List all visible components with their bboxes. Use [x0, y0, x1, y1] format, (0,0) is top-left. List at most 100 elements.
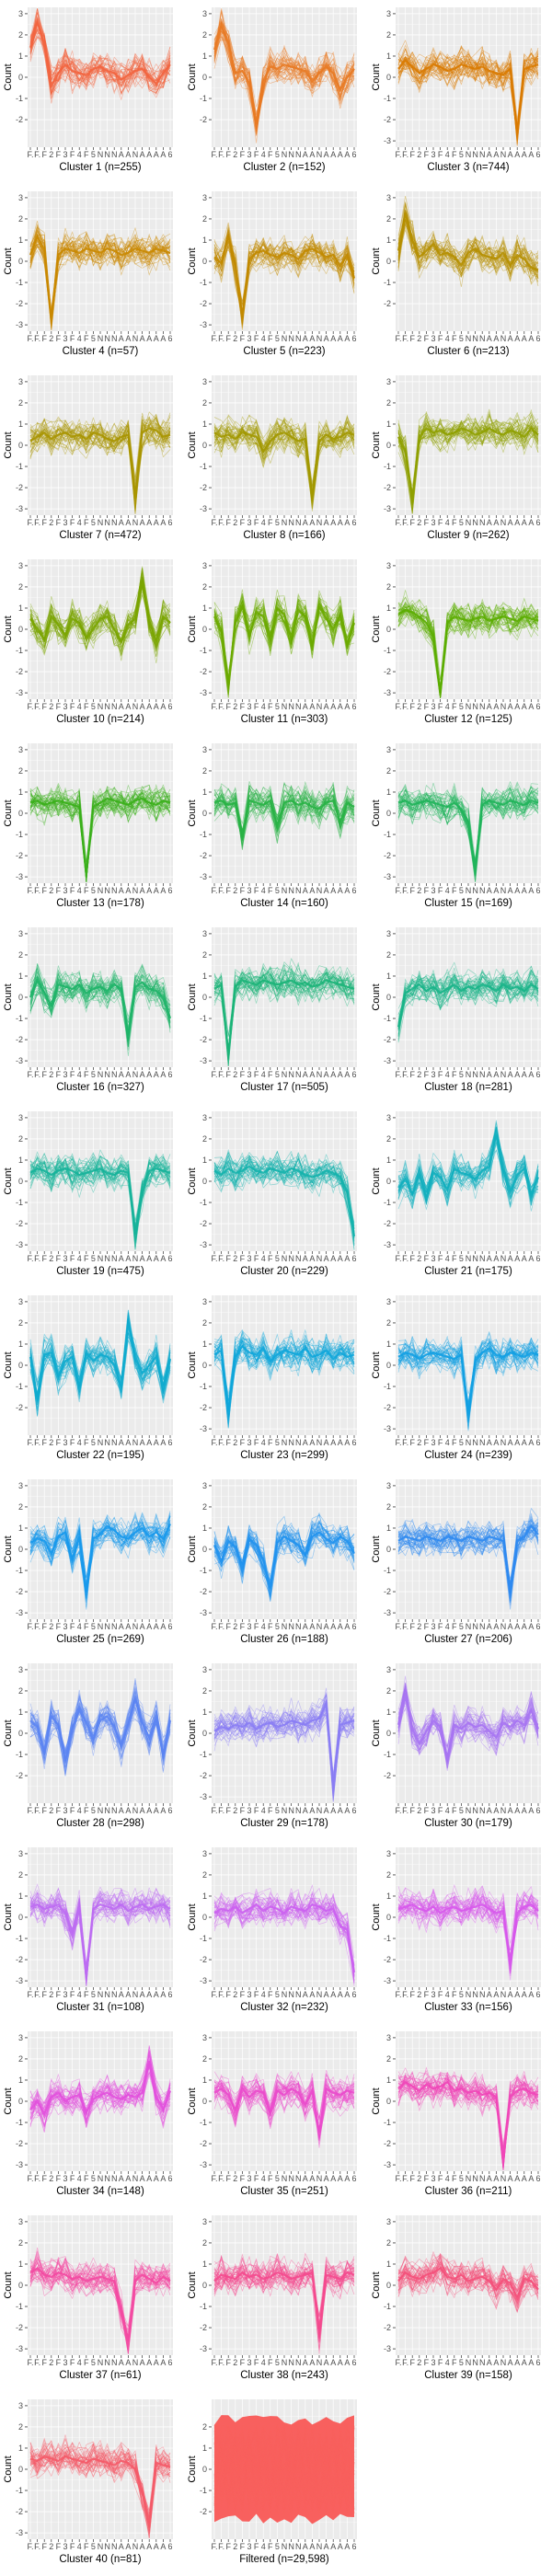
series-mean-line	[29, 2267, 171, 2341]
series-line	[397, 970, 539, 1040]
series-line	[29, 416, 171, 492]
x-tick-label: F	[41, 334, 47, 343]
x-tick-label: A	[140, 1990, 145, 1999]
x-tick-label: A	[154, 150, 159, 159]
series-line	[29, 1156, 171, 1248]
cluster-panel: -3 -2 -1 0 1 2 3 F. F. F 2 F 3 F 4 F 5 N N N A A N A A A A 6 Count Cl…	[368, 1288, 552, 1472]
series-line	[213, 33, 355, 125]
y-tick-label: -1	[16, 462, 23, 471]
series-line	[29, 19, 171, 98]
x-tick-label: F	[70, 1254, 75, 1263]
series-line	[29, 1895, 171, 1986]
series-line	[397, 602, 539, 685]
series-line	[213, 1897, 355, 1975]
x-tick-label: 2	[233, 150, 237, 159]
y-axis-label: Count	[371, 1351, 382, 1378]
series-line	[397, 1708, 539, 1763]
x-tick-label: A	[154, 518, 159, 527]
series-line	[29, 963, 171, 1037]
series-line	[397, 969, 539, 1041]
x-tick-label: A	[160, 1438, 166, 1447]
x-tick-label: A	[154, 886, 159, 895]
x-tick-label: F	[409, 1254, 415, 1263]
x-tick-label: 6	[167, 150, 172, 159]
y-tick-label: -1	[200, 646, 207, 655]
series-line	[29, 1156, 171, 1245]
series-line	[29, 417, 171, 501]
series-line	[397, 599, 539, 698]
series-line	[397, 602, 539, 694]
x-tick-label: 4	[77, 2174, 82, 2183]
series-line	[29, 1896, 171, 1984]
x-tick-label: F.	[395, 2174, 401, 2183]
series-line	[397, 215, 539, 280]
x-tick-label: F.	[395, 1622, 401, 1631]
series-mean-line	[213, 20, 355, 124]
series-group	[29, 1883, 171, 1986]
y-tick-label: 3	[18, 9, 23, 18]
x-tick-label: F	[452, 1438, 457, 1447]
series-line	[29, 1707, 171, 1772]
series-line	[213, 418, 355, 495]
x-tick-label: A	[508, 1990, 513, 1999]
x-tick-label: A	[522, 1622, 527, 1631]
series-line	[29, 1697, 171, 1761]
x-tick-label: F	[452, 518, 457, 527]
series-line	[397, 1885, 539, 1944]
y-tick-label: 2	[18, 1870, 23, 1880]
x-tick-label: A	[119, 518, 124, 527]
series-line	[397, 1330, 539, 1427]
series-line	[397, 1136, 539, 1210]
series-line	[213, 1340, 355, 1416]
x-tick-label: 6	[167, 1622, 172, 1631]
y-tick-label: 1	[18, 604, 23, 613]
series-line	[397, 787, 539, 868]
series-line	[29, 981, 171, 1033]
x-tick-label: A	[324, 334, 329, 343]
y-tick-label: -3	[16, 688, 23, 697]
y-tick-label: 2	[386, 1502, 391, 1512]
series-line	[213, 1523, 355, 1591]
x-tick-label: F	[240, 702, 246, 711]
series-line	[213, 967, 355, 1052]
series-mean-line	[213, 1903, 356, 1973]
y-tick-label: 3	[202, 1113, 207, 1122]
series-line	[213, 971, 355, 1049]
series-line	[213, 29, 355, 127]
series-line	[397, 411, 539, 512]
y-tick-label: 3	[18, 1297, 23, 1306]
series-line	[397, 1340, 539, 1432]
series-line	[213, 2074, 355, 2126]
cluster-panel: -2 -1 0 1 2 3 F. F. F 2 F 3 F 4 F 5 N N N A A N A A A A 6 Count Clus…	[0, 1656, 184, 1840]
series-line	[213, 1157, 355, 1235]
series-line	[29, 1890, 171, 1984]
series-line	[29, 418, 171, 482]
x-tick-label: N	[472, 886, 478, 895]
x-tick-label: 4	[261, 1622, 266, 1631]
series-line	[29, 1149, 171, 1232]
y-tick-label: 2	[202, 214, 207, 224]
x-tick-label: A	[125, 1806, 131, 1815]
series-line	[213, 605, 355, 678]
series-line	[213, 961, 355, 1047]
x-tick-label: F	[268, 1438, 273, 1447]
series-line	[397, 965, 539, 1025]
series-line	[213, 965, 355, 1066]
x-tick-label: F.	[34, 2174, 40, 2183]
series-line	[397, 1126, 539, 1205]
x-tick-label: 3	[247, 1990, 251, 1999]
x-tick-label: 3	[247, 334, 251, 343]
series-line	[397, 972, 539, 1031]
x-tick-label: F	[268, 702, 273, 711]
x-tick-label: N	[288, 2174, 294, 2183]
series-line	[213, 1523, 355, 1602]
series-line	[29, 1152, 171, 1235]
series-line	[397, 1525, 539, 1592]
cluster-panel: -2 -1 0 1 2 3 F. F. F 2 F 3 F 4 F 5 N N N A A N A A A A 6 Count Clus…	[368, 1656, 552, 1840]
y-tick-label: -2	[384, 1771, 391, 1780]
x-tick-label: F	[409, 334, 415, 343]
x-tick-label: F.	[27, 886, 33, 895]
